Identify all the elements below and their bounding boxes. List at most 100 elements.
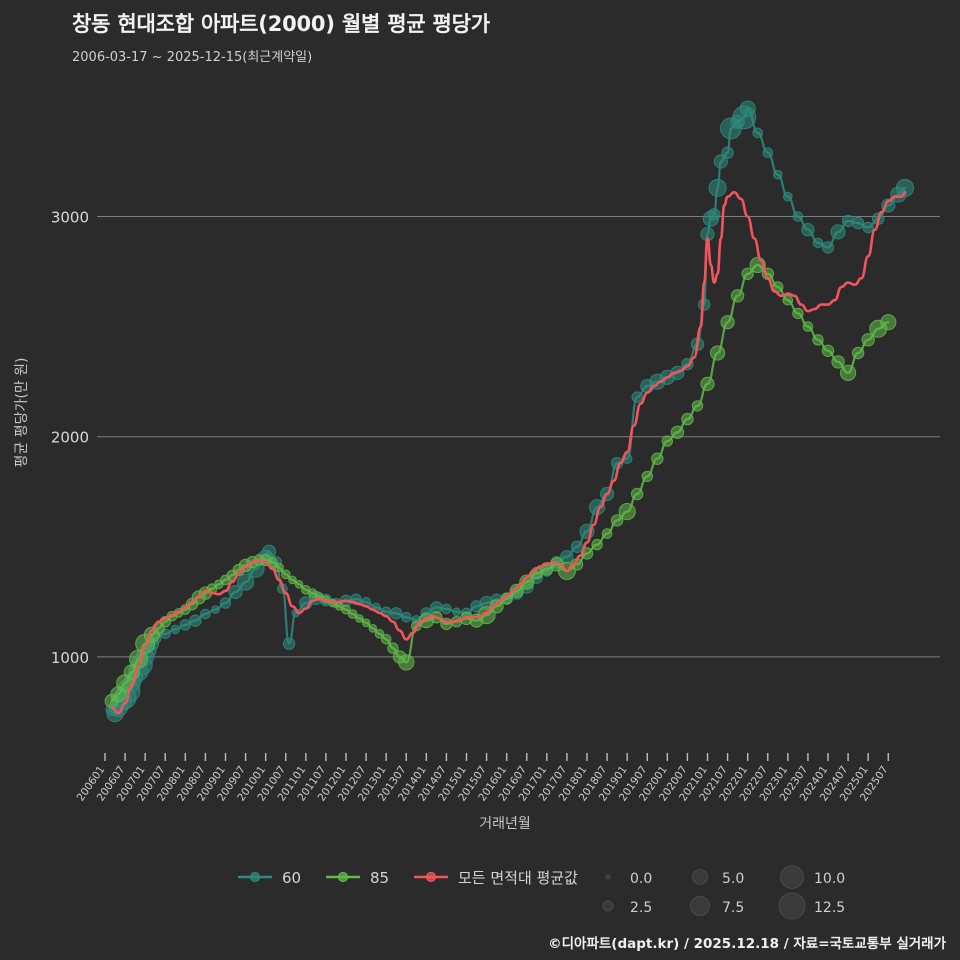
data-point: [189, 614, 202, 627]
data-point: [773, 169, 783, 180]
x-axis-title: 거래년월: [479, 816, 531, 832]
data-point: [219, 597, 232, 609]
data-point: [519, 574, 535, 590]
data-point: [698, 298, 711, 311]
data-point: [651, 452, 664, 465]
data-point: [282, 637, 296, 650]
data-point: [739, 100, 756, 117]
data-point: [681, 412, 694, 426]
data-point: [211, 605, 220, 614]
legend-label-60[interactable]: 60: [282, 869, 301, 887]
data-point: [380, 634, 392, 645]
data-point: [708, 208, 721, 221]
data-point: [708, 178, 727, 197]
data-point: [802, 321, 814, 332]
data-point: [821, 344, 835, 357]
data-point: [896, 178, 914, 197]
size-legend-label-0.0: 0.0: [630, 871, 652, 887]
data-point: [812, 237, 824, 249]
data-point: [179, 619, 192, 631]
legend-label-모든 면적대 평균값[interactable]: 모든 면적대 평균값: [458, 869, 578, 887]
size-legend-label-5.0: 5.0: [722, 871, 744, 887]
data-point: [851, 346, 865, 360]
data-point: [398, 654, 415, 671]
data-point: [801, 223, 815, 237]
legend-series: 60 85 모든 면적대 평균값: [238, 869, 578, 887]
size-legend-marker-7.5: [689, 895, 711, 917]
data-point: [710, 345, 726, 361]
data-point: [840, 364, 857, 381]
data-point: [441, 603, 452, 615]
data-point: [570, 540, 584, 553]
data-point: [812, 334, 824, 346]
data-point: [841, 214, 855, 228]
data-point: [752, 127, 764, 139]
series-60: [105, 100, 914, 723]
page-title: 창동 현대조합 아파트(2000) 월별 평균 평당가: [72, 12, 490, 36]
data-point: [700, 376, 715, 391]
data-point: [489, 599, 504, 614]
data-point: [782, 294, 794, 306]
data-point: [274, 562, 284, 573]
legend-marker-모든 면적대 평균값: [425, 871, 437, 883]
series-모든-면적대-평균값: [110, 191, 907, 715]
data-point: [641, 470, 653, 483]
data-point: [618, 503, 636, 521]
data-point: [228, 584, 243, 600]
data-point: [851, 216, 865, 230]
data-point: [792, 307, 804, 320]
data-point: [691, 400, 704, 412]
size-legend-label-7.5: 7.5: [722, 900, 744, 916]
data-point: [452, 607, 461, 617]
data-point: [721, 146, 734, 159]
data-point: [861, 333, 875, 347]
data-point: [720, 315, 735, 330]
data-point: [347, 609, 358, 619]
series-85: [104, 256, 897, 709]
data-point: [200, 608, 211, 620]
data-point: [610, 514, 624, 527]
data-point: [661, 435, 673, 447]
size-legend-marker-12.5: [778, 892, 806, 920]
size-legend-marker-0.0: [605, 874, 611, 880]
data-point: [831, 355, 845, 369]
data-point: [387, 642, 399, 654]
legend-marker-85: [337, 871, 349, 883]
data-point: [591, 538, 603, 551]
page-subtitle: 2006-03-17 ~ 2025-12-15(최근계약일): [72, 50, 313, 65]
series-line: [110, 263, 890, 703]
data-point: [368, 624, 378, 633]
size-legend-label-10.0: 10.0: [814, 871, 845, 887]
data-point: [294, 580, 304, 589]
size-legend-marker-10.0: [780, 865, 804, 889]
x-axis-group: 2006012006072007012007072008012008072009…: [75, 753, 891, 804]
data-point: [631, 391, 643, 403]
footer-credit: ©디아파트(dapt.kr) / 2025.12.18 / 자료=국토교통부 실…: [548, 936, 946, 952]
data-point: [713, 154, 729, 169]
data-point: [170, 624, 181, 635]
data-point: [792, 211, 804, 222]
data-point: [374, 629, 385, 639]
data-point: [509, 583, 524, 599]
y-axis-tick-label: 2000: [51, 429, 89, 447]
average-line: [110, 191, 907, 715]
data-point: [631, 487, 644, 501]
legend-label-85[interactable]: 85: [370, 869, 389, 887]
data-point: [361, 618, 371, 628]
data-point: [762, 147, 774, 158]
data-point: [281, 569, 291, 580]
legend-marker-60: [249, 871, 261, 883]
data-point: [288, 575, 297, 585]
data-point: [730, 289, 745, 303]
y-axis-title: 평균 평당가(만 원): [14, 358, 30, 468]
data-point: [237, 573, 255, 591]
data-point: [390, 607, 403, 620]
data-point: [401, 612, 412, 623]
data-point: [741, 267, 754, 280]
chart-header: 창동 현대조합 아파트(2000) 월별 평균 평당가 2006-03-17 ~…: [72, 8, 490, 65]
data-point: [830, 224, 846, 240]
data-point: [341, 604, 351, 615]
size-legend-label-12.5: 12.5: [814, 900, 845, 916]
